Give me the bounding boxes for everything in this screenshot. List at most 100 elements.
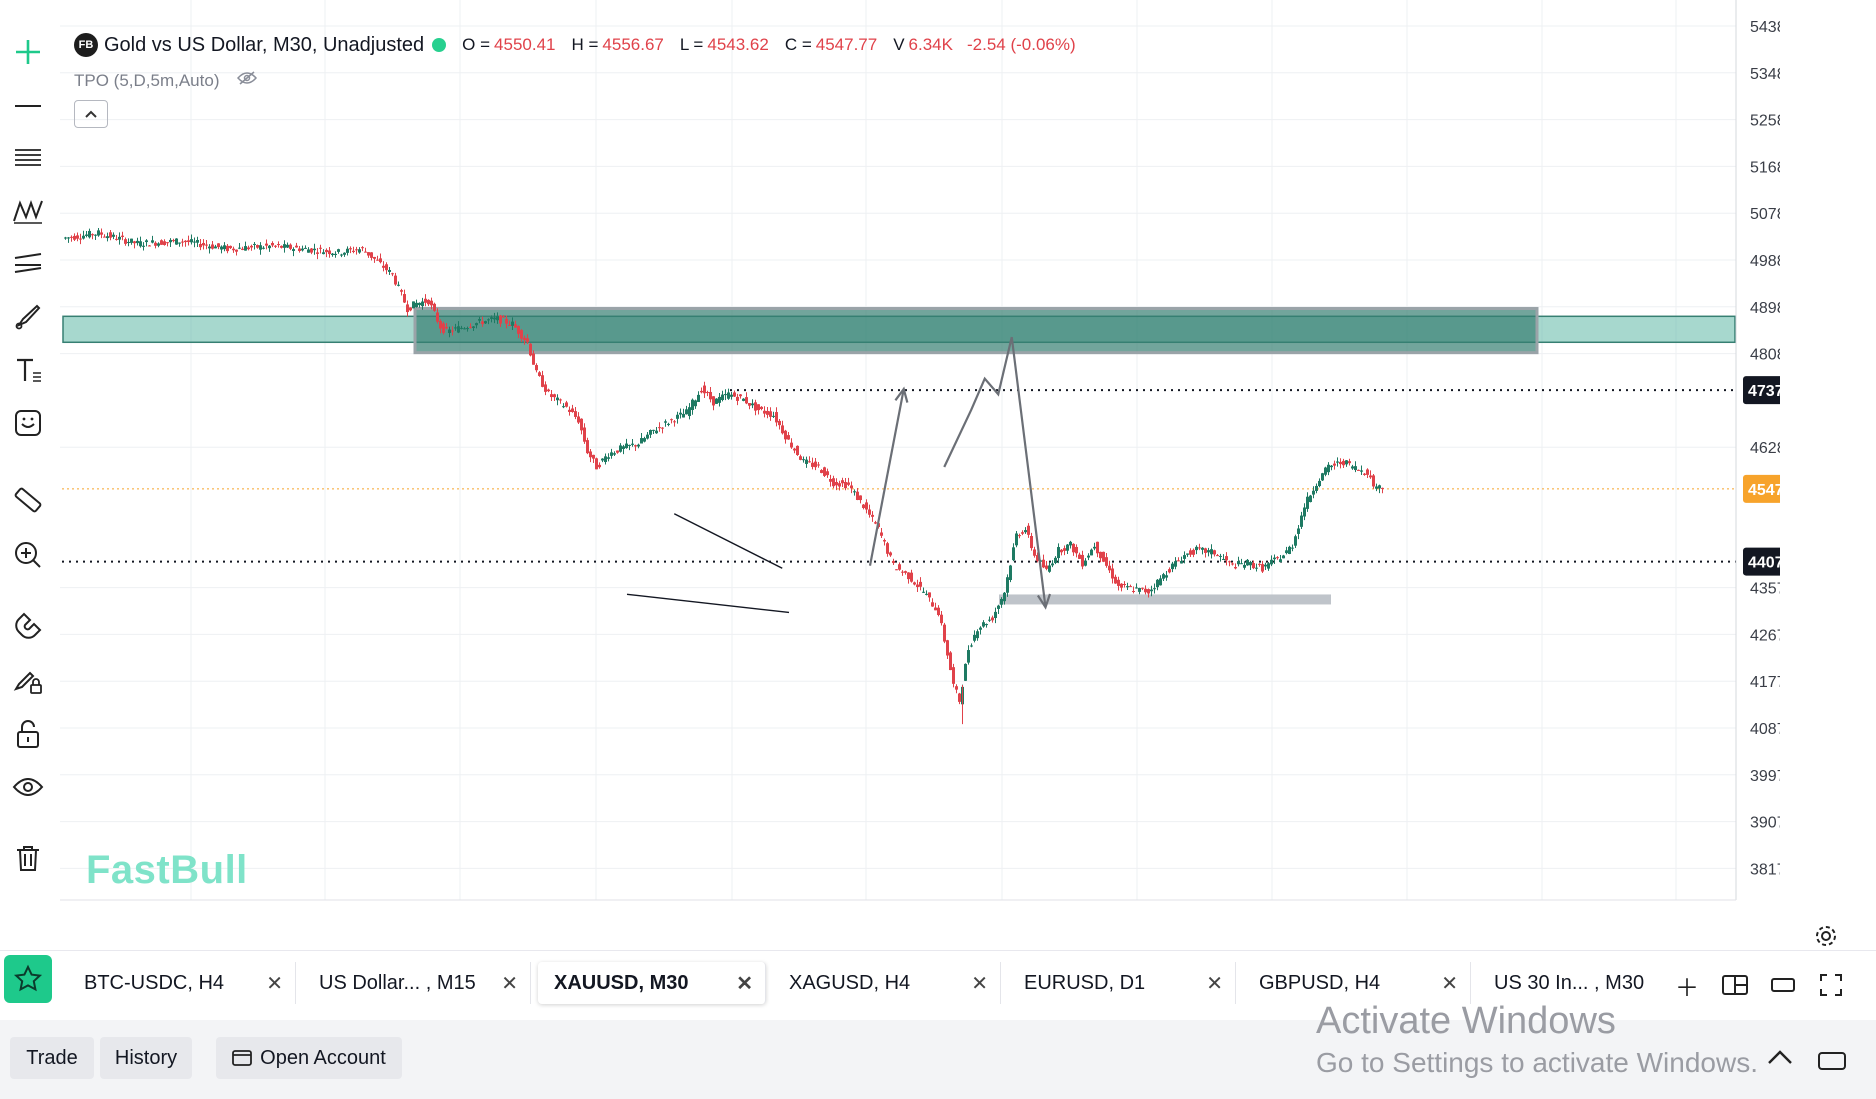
tab-xagusd[interactable]: XAGUSD, H4 ✕ (773, 962, 1001, 1004)
tab-eurusd[interactable]: EURUSD, D1 ✕ (1008, 962, 1236, 1004)
candle-body (364, 251, 367, 253)
candle-body (601, 458, 604, 461)
collapse-legend-button[interactable] (74, 100, 108, 128)
close-icon[interactable]: ✕ (266, 972, 283, 995)
favorites-button[interactable] (4, 955, 52, 1003)
triangle-lower-line[interactable] (626, 593, 790, 614)
candle-body (1009, 565, 1012, 580)
hidden-eye-icon[interactable] (237, 70, 258, 91)
candle-body (79, 238, 82, 240)
channel-tool-icon[interactable] (8, 243, 48, 283)
candle-body (103, 236, 106, 238)
chart-area[interactable]: 5438.78 5348.70 5258.62 5168.54 5078.46 4988.… (60, 0, 1780, 915)
magnet-icon[interactable] (8, 607, 48, 647)
close-icon[interactable]: ✕ (971, 972, 988, 995)
candle-body (940, 614, 943, 624)
tab-us-dollar[interactable]: US Dollar... , M15 ✕ (303, 962, 531, 1004)
price-chart[interactable]: 5438.78 5348.70 5258.62 5168.54 5078.46 4988.… (60, 0, 1780, 915)
candle-body (994, 611, 997, 619)
support-band[interactable] (999, 594, 1331, 605)
candle-body (1219, 555, 1222, 557)
candle-body (1114, 576, 1117, 584)
candle-body (478, 319, 481, 321)
tpo-indicator-row[interactable]: TPO (5,D,5m,Auto) (74, 70, 258, 91)
candle-body (661, 427, 664, 429)
candle-body (781, 425, 784, 434)
tab-gbpusd[interactable]: GBPUSD, H4 ✕ (1243, 962, 1471, 1004)
trade-button[interactable]: Trade (10, 1037, 94, 1079)
brush-tool-icon[interactable] (8, 296, 48, 336)
history-button[interactable]: History (100, 1037, 192, 1079)
open-account-button[interactable]: Open Account (216, 1037, 402, 1079)
trend-line-tool-icon[interactable] (8, 86, 48, 126)
lock-drawings-icon[interactable] (8, 660, 48, 700)
candle-body (88, 230, 91, 238)
candle-body (1234, 567, 1237, 569)
text-tool-icon[interactable] (8, 350, 48, 390)
triangle-upper-line[interactable] (673, 513, 783, 569)
candle-body (778, 420, 781, 426)
candle-body (757, 404, 760, 411)
tab-xauusd[interactable]: XAUUSD, M30 ✕ (538, 962, 766, 1004)
fib-retracement-tool-icon[interactable] (8, 138, 48, 178)
candle-body (394, 275, 397, 285)
chart-settings-gear-icon[interactable] (1812, 922, 1840, 950)
ruler-tool-icon[interactable] (8, 480, 48, 520)
candle-body (301, 248, 304, 251)
last-price-tag-text: 4547.77 (1748, 482, 1780, 499)
candle-body (124, 239, 127, 244)
candle-body (670, 419, 673, 421)
crosshair-tool-icon[interactable] (8, 32, 48, 72)
chevron-up-icon[interactable] (1766, 1042, 1794, 1073)
candle-body (421, 301, 424, 307)
tab-btc-usdc[interactable]: BTC-USDC, H4 ✕ (68, 962, 296, 1004)
tab-us30[interactable]: US 30 In... , M30 (1478, 962, 1676, 1004)
emoji-sticker-tool-icon[interactable] (8, 403, 48, 443)
close-icon[interactable]: ✕ (1206, 972, 1223, 995)
open-label: O = (462, 35, 491, 54)
close-icon[interactable]: ✕ (736, 972, 753, 995)
split-layout-icon[interactable] (1720, 970, 1750, 1000)
candle-body (76, 235, 79, 239)
candle-body (946, 640, 949, 656)
candle-body (574, 411, 577, 417)
candle-body (451, 330, 454, 332)
candle-body (1378, 485, 1381, 489)
tpo-indicator-label: TPO (5,D,5m,Auto) (74, 70, 220, 90)
close-value: 4547.77 (815, 35, 878, 54)
candle-body (889, 552, 892, 556)
projection-arrow-up[interactable] (868, 388, 905, 566)
projection-arrow-path[interactable] (943, 336, 1047, 608)
fullscreen-icon[interactable] (1816, 970, 1846, 1000)
candle-body (382, 265, 385, 268)
add-tab-icon[interactable]: ＋ (1675, 974, 1699, 1002)
visibility-eye-icon[interactable] (8, 767, 48, 807)
candle-body (733, 392, 736, 397)
unlock-icon[interactable] (8, 714, 48, 754)
candle-body (106, 236, 109, 239)
candle-body (1174, 561, 1177, 567)
candle-body (1270, 559, 1273, 565)
symbol-title[interactable]: Gold vs US Dollar, M30, Unadjusted (104, 33, 425, 56)
close-icon[interactable]: ✕ (501, 972, 518, 995)
candle-body (1204, 548, 1207, 553)
supply-zone-rectangle[interactable] (413, 307, 1539, 355)
candle-body (277, 244, 280, 246)
pattern-tool-icon[interactable] (8, 190, 48, 230)
candle-body (1177, 560, 1180, 562)
candle-body (337, 249, 340, 252)
candle-body (499, 315, 502, 324)
candle-body (640, 438, 643, 444)
candle-body (1345, 460, 1348, 465)
candle-body (160, 240, 163, 245)
candle-body (373, 256, 376, 259)
candle-body (505, 318, 508, 324)
window-icon[interactable] (1768, 970, 1798, 1000)
candle-body (799, 456, 802, 460)
candle-body (340, 254, 343, 256)
close-icon[interactable]: ✕ (1441, 972, 1458, 995)
zoom-in-icon[interactable] (8, 535, 48, 575)
maximize-panel-icon[interactable] (1818, 1046, 1846, 1077)
trash-icon[interactable] (8, 838, 48, 878)
price-tick-label: 3997.52 (1750, 768, 1780, 785)
